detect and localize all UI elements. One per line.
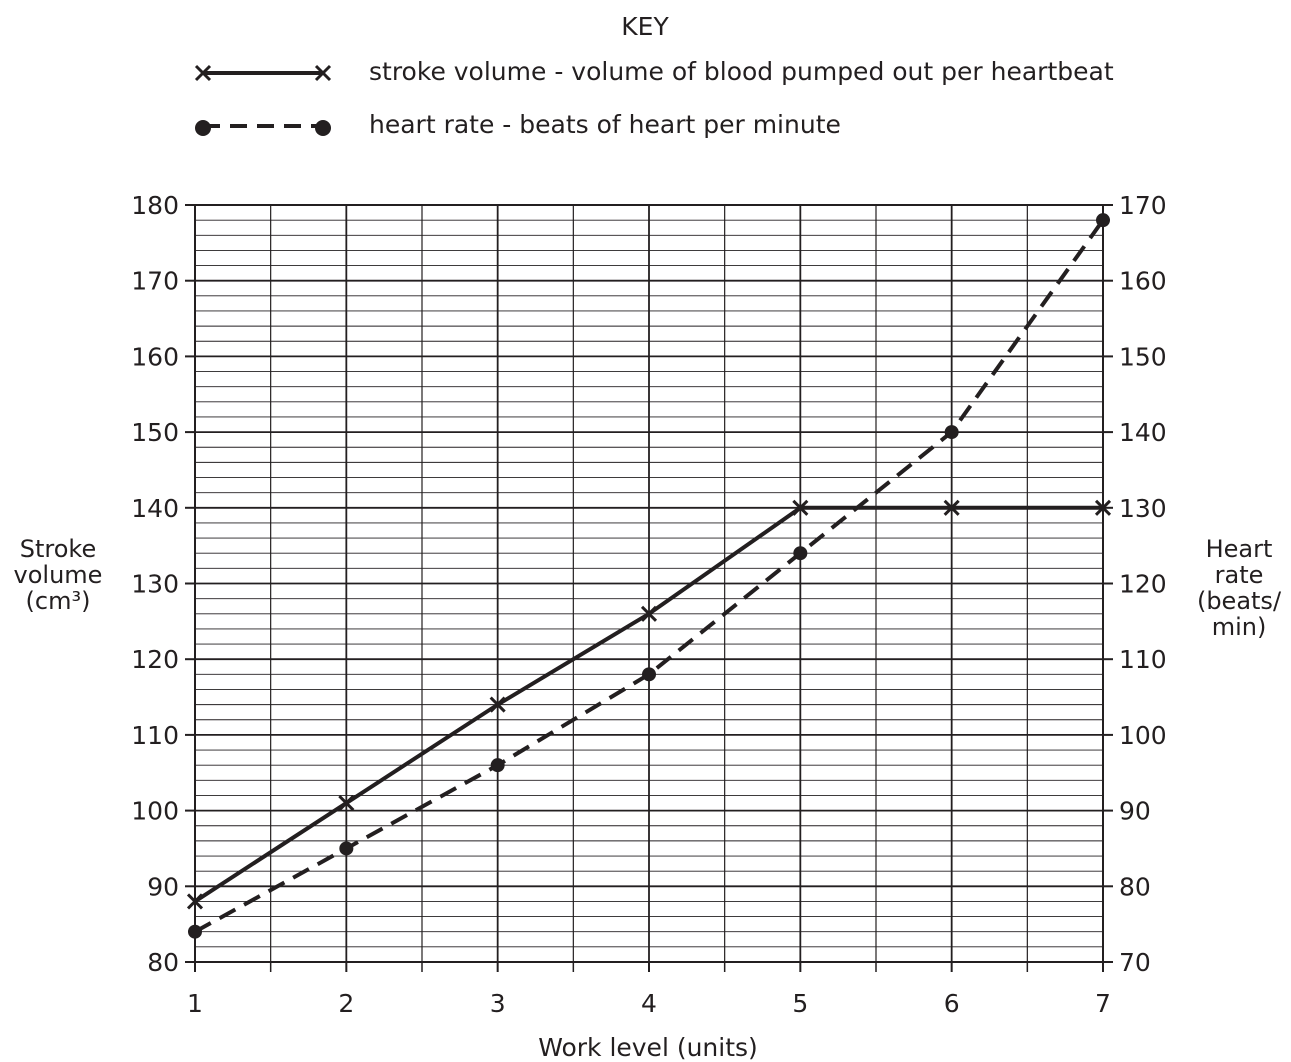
legend-marker-2: [195, 120, 211, 136]
x-axis-tick-label: 4: [641, 989, 657, 1018]
right-axis-title-line: (beats/: [1197, 587, 1282, 615]
cross-stroke: [1094, 499, 1112, 516]
left-axis-tick-label: 110: [131, 721, 179, 750]
x-axis-label: Work level (units): [538, 1033, 758, 1062]
series-2-point: [339, 841, 354, 856]
grid: [194, 204, 1104, 963]
series-2-point: [793, 546, 808, 561]
cross-stroke: [338, 794, 355, 812]
cross-stroke: [792, 499, 809, 516]
axes: 80 90 100 110 120 130 140 150 160 170 180 70 80 90 100…: [14, 191, 1282, 1018]
left-axis-tick-label: 80: [147, 948, 179, 977]
legend-marker-1: [314, 64, 332, 82]
series-1-point: [489, 696, 506, 713]
legend-label-2: heart rate - beats of heart per minute: [369, 110, 841, 139]
left-axis-tick-label: 130: [131, 570, 179, 599]
x-axis-tick-label: 7: [1095, 989, 1111, 1018]
right-axis-tick-label: 110: [1119, 645, 1167, 674]
cross-stroke: [640, 605, 658, 622]
cross-stroke: [186, 893, 204, 910]
right-axis-tick-label: 150: [1119, 342, 1167, 371]
right-axis-tick-label: 130: [1119, 494, 1167, 523]
cross-stroke: [489, 696, 506, 713]
left-axis-title: Stroke volume (cm³): [14, 535, 103, 615]
left-axis-tick-label: 160: [131, 342, 179, 371]
x-axis-tick-label: 1: [187, 989, 203, 1018]
left-axis-tick-label: 180: [131, 191, 179, 220]
right-axis-tick-label: 100: [1119, 721, 1167, 750]
series-2-point: [944, 425, 959, 440]
right-axis-title-line: min): [1212, 613, 1267, 641]
right-axis-tick-label: 80: [1119, 872, 1151, 901]
series-2-point: [1096, 213, 1110, 228]
x-axis-tick-label: 5: [792, 989, 808, 1018]
right-axis-tick-label: 120: [1119, 570, 1167, 599]
left-axis-tick-label: 170: [131, 267, 179, 296]
x-axis-tick-label: 3: [490, 989, 506, 1018]
series-layer: [186, 213, 1112, 939]
series-1-point: [1094, 499, 1112, 516]
series-1-point: [943, 499, 960, 516]
key-title: KEY: [621, 12, 669, 41]
left-axis-tick-label: 140: [131, 494, 179, 523]
right-axis-title: Heart rate (beats/min): [1197, 535, 1282, 641]
series-2-point: [642, 667, 656, 682]
series-1-point: [338, 794, 355, 812]
left-axis-title-line: Stroke: [20, 535, 96, 563]
right-axis-tick-label: 70: [1119, 948, 1151, 977]
cross-stroke: [194, 64, 212, 82]
legend-marker-1: [194, 64, 212, 82]
cross-stroke: [314, 64, 332, 82]
series-1-point: [186, 893, 204, 910]
legend-label-1: stroke volume - volume of blood pumped o…: [369, 57, 1114, 86]
right-axis-tick-label: 160: [1119, 267, 1167, 296]
left-axis-tick-label: 90: [147, 872, 179, 901]
left-axis-tick-label: 150: [131, 418, 179, 447]
series-2-point: [490, 758, 505, 773]
legend: KEY stroke volume - volume of blood pump…: [194, 12, 1114, 139]
left-axis-title-line: (cm³): [26, 587, 91, 615]
cross-stroke: [943, 499, 960, 516]
series-1-point: [640, 605, 658, 622]
right-axis-title-line: rate: [1215, 561, 1264, 589]
left-axis-tick-label: 120: [131, 645, 179, 674]
left-axis-title-line: volume: [14, 561, 103, 589]
right-axis-title-line: Heart: [1206, 535, 1273, 563]
series-1-point: [792, 499, 809, 516]
series-2-point: [188, 924, 202, 939]
right-axis-tick-label: 140: [1119, 418, 1167, 447]
right-axis-tick-label: 170: [1119, 191, 1167, 220]
right-axis-tick-label: 90: [1119, 797, 1151, 826]
x-axis-tick-label: 6: [944, 989, 960, 1018]
legend-marker-2: [315, 120, 331, 136]
x-axis-tick-label: 2: [338, 989, 354, 1018]
left-axis-tick-label: 100: [131, 797, 179, 826]
